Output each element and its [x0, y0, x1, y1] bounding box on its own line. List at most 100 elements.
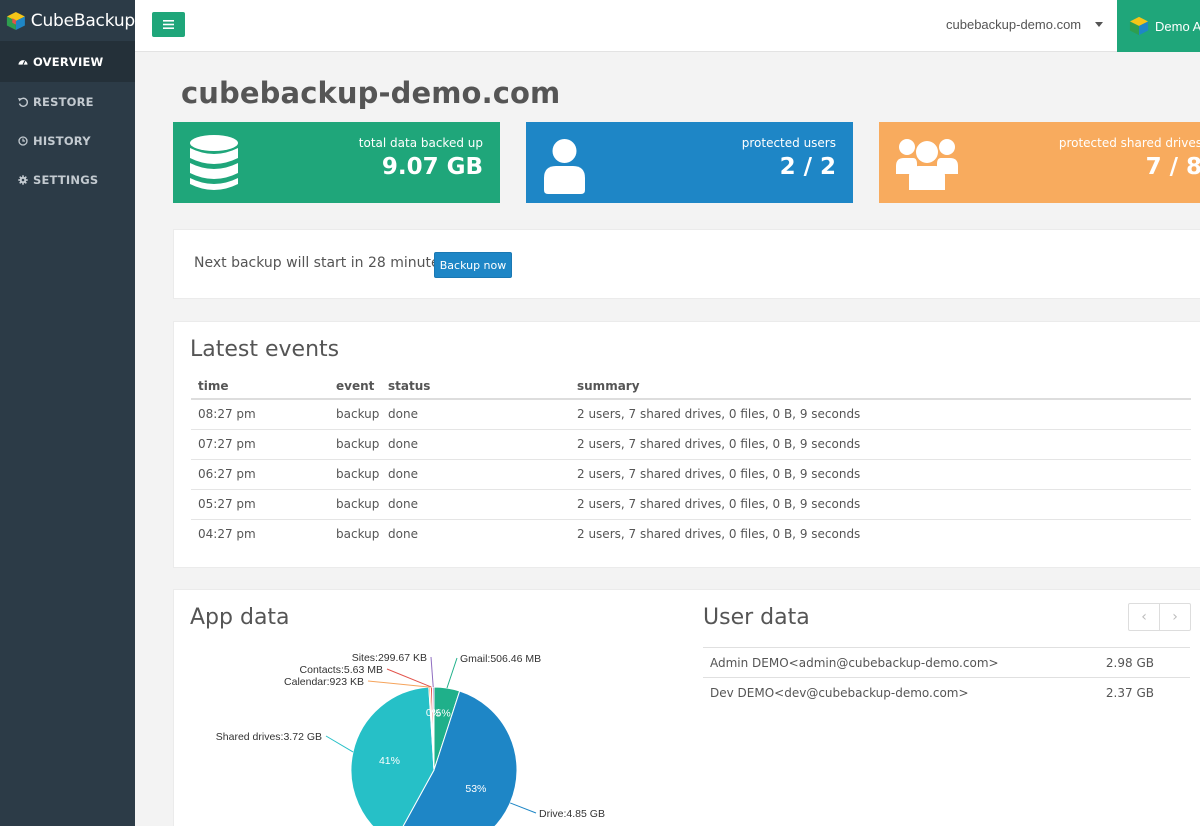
pie-label-shared-drives: Shared drives:3.72 GB	[216, 731, 322, 743]
column-header-summary: summary	[570, 373, 1191, 400]
stat-label: protected shared drives	[1058, 136, 1200, 150]
user-avatar-icon	[1129, 16, 1149, 36]
event-status: done	[381, 429, 570, 460]
table-row: 04:27 pm backup done 2 users, 7 shared d…	[191, 519, 1191, 549]
stat-card-shared-drives: protected shared drives 7 / 8	[879, 122, 1200, 203]
latest-events-title: Latest events	[190, 337, 340, 362]
pie-percent-shared-drives: 41%	[379, 755, 400, 767]
event-time: 04:27 pm	[198, 527, 256, 542]
event-status: done	[381, 489, 570, 520]
event-summary: 2 users, 7 shared drives, 0 files, 0 B, …	[570, 399, 1191, 430]
domain-select-value: cubebackup-demo.com	[946, 17, 1082, 32]
table-row[interactable]: Admin DEMO<admin@cubebackup-demo.com> 2.…	[703, 647, 1190, 678]
pie-leader-line-calendar	[367, 680, 430, 688]
event-summary: 2 users, 7 shared drives, 0 files, 0 B, …	[570, 489, 1191, 520]
pie-leader-line-shared-drives	[325, 735, 354, 753]
event-type: backup	[329, 459, 381, 490]
sidebar-item-overview[interactable]: OVERVIEW	[0, 41, 135, 82]
event-summary: 2 users, 7 shared drives, 0 files, 0 B, …	[570, 429, 1191, 460]
pie-leader-line-drive	[509, 802, 537, 814]
prev-page-button[interactable]: ‹	[1129, 604, 1160, 630]
pie-label-sites: Sites:299.67 KB	[352, 652, 427, 664]
stat-value: 7 / 8	[1145, 154, 1200, 180]
event-summary: 2 users, 7 shared drives, 0 files, 0 B, …	[570, 459, 1191, 490]
table-row[interactable]: Dev DEMO<dev@cubebackup-demo.com> 2.37 G…	[703, 677, 1190, 708]
database-icon	[190, 135, 238, 190]
domain-select[interactable]: cubebackup-demo.com	[946, 17, 1104, 32]
sidebar-item-label: HISTORY	[33, 133, 91, 148]
event-type: backup	[329, 399, 381, 430]
stat-card-protected-users: protected users 2 / 2	[526, 122, 853, 203]
event-type: backup	[329, 429, 381, 460]
stat-value: 9.07 GB	[381, 154, 483, 180]
stat-card-total-data: total data backed up 9.07 GB	[173, 122, 500, 203]
event-time: 07:27 pm	[191, 429, 329, 460]
sidebar-item-restore[interactable]: RESTORE	[0, 82, 135, 121]
event-time: 05:27 pm	[191, 489, 329, 520]
pie-leader-line-gmail	[446, 657, 458, 689]
pie-percent-drive: 53%	[465, 783, 486, 795]
event-time: 06:27 pm	[191, 459, 329, 490]
sidebar-item-history[interactable]: HISTORY	[0, 121, 135, 160]
pie-label-drive: Drive:4.85 GB	[539, 808, 605, 820]
sidebar: CubeBackup OVERVIEW RESTORE HISTORY SETT…	[0, 0, 135, 826]
event-type: backup	[329, 489, 381, 520]
table-row: 06:27 pm backup done 2 users, 7 shared d…	[191, 459, 1191, 490]
stat-label: total data backed up	[358, 136, 483, 150]
table-row: 07:27 pm backup done 2 users, 7 shared d…	[191, 429, 1191, 460]
user-name: Dev DEMO<dev@cubebackup-demo.com>	[703, 677, 1076, 708]
restore-icon	[18, 97, 28, 107]
user-data-title: User data	[703, 605, 810, 630]
event-status: done	[381, 459, 570, 490]
app-data-pie-chart: 5% Gmail:506.46 MB 53% Drive:4.85 GB 41% Shar…	[216, 652, 605, 826]
hamburger-icon	[163, 20, 174, 29]
caret-down-icon	[1095, 22, 1104, 27]
pie-label-contacts: Contacts:5.63 MB	[300, 664, 383, 676]
users-group-icon	[896, 139, 958, 190]
user-menu[interactable]: Demo A	[1117, 0, 1200, 52]
pie-slice-shared-drives[interactable]	[350, 686, 435, 826]
column-header-status: status	[381, 373, 570, 400]
user-menu-label: Demo A	[1155, 18, 1200, 34]
pie-label-gmail: Gmail:506.46 MB	[460, 653, 541, 665]
user-icon	[544, 139, 585, 194]
menu-toggle-button[interactable]	[152, 12, 185, 37]
latest-events-panel: Latest events time event status summary …	[173, 321, 1200, 568]
pie-slice-drive[interactable]	[394, 690, 518, 826]
data-usage-panel: App data 5% Gmail:506.46 MB 53% Drive:4.85 …	[173, 589, 1200, 826]
app-logo[interactable]: CubeBackup	[0, 0, 135, 41]
user-size: 2.98 GB	[1075, 647, 1190, 678]
sidebar-item-label: RESTORE	[33, 94, 94, 109]
user-data-table: Admin DEMO<admin@cubebackup-demo.com> 2.…	[703, 647, 1190, 708]
event-type: backup	[336, 527, 380, 542]
user-name: Admin DEMO<admin@cubebackup-demo.com>	[703, 647, 1076, 678]
event-status: done	[388, 527, 418, 542]
column-header-time: time	[191, 373, 329, 400]
gear-icon	[18, 174, 28, 185]
pie-leader-line-sites	[430, 656, 434, 688]
clock-icon	[18, 135, 28, 146]
event-status: done	[381, 399, 570, 430]
table-row: 05:27 pm backup done 2 users, 7 shared d…	[191, 489, 1191, 520]
events-table-header: time event status summary	[191, 373, 1191, 400]
column-header-event: event	[329, 373, 381, 400]
event-summary: 2 users, 7 shared drives, 0 files, 0 B, …	[577, 527, 861, 542]
backup-now-button[interactable]: Backup now	[434, 252, 512, 278]
page-title: cubebackup-demo.com	[181, 76, 561, 110]
stat-value: 2 / 2	[779, 154, 836, 180]
next-page-button[interactable]: ›	[1172, 609, 1178, 625]
table-row: 08:27 pm backup done 2 users, 7 shared d…	[191, 399, 1191, 430]
dashboard-icon	[18, 57, 28, 67]
app-name: CubeBackup	[30, 10, 135, 31]
pie-percent-sites: 0%	[426, 707, 441, 719]
events-table: time event status summary 08:27 pm backu…	[191, 373, 1191, 549]
sidebar-item-label: SETTINGS	[33, 172, 99, 187]
app-data-title: App data	[190, 605, 290, 630]
stat-label: protected users	[741, 136, 836, 150]
event-time: 08:27 pm	[191, 399, 329, 430]
pie-label-calendar: Calendar:923 KB	[284, 676, 364, 688]
pie-leader-line-contacts	[386, 668, 432, 688]
user-size: 2.37 GB	[1075, 677, 1190, 708]
sidebar-item-settings[interactable]: SETTINGS	[0, 160, 135, 199]
user-data-pager: ‹ ›	[1128, 603, 1191, 631]
